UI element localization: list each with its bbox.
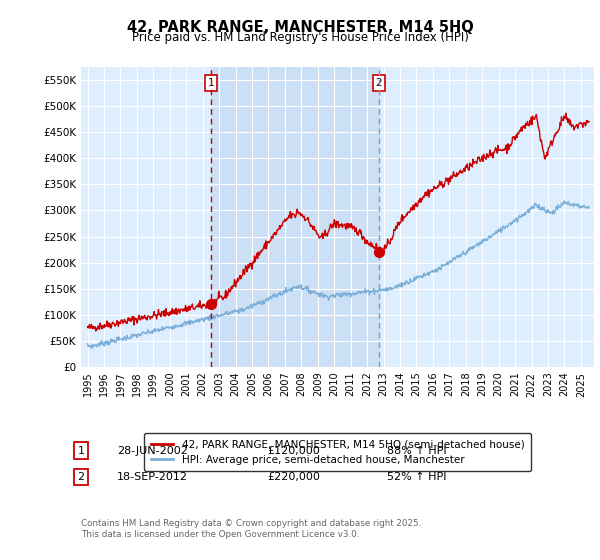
Text: 28-JUN-2002: 28-JUN-2002 — [117, 446, 188, 456]
Bar — [211, 67, 379, 367]
Text: 1: 1 — [77, 446, 85, 456]
Text: 18-SEP-2012: 18-SEP-2012 — [117, 472, 188, 482]
Legend: 42, PARK RANGE, MANCHESTER, M14 5HQ (semi-detached house), HPI: Average price, s: 42, PARK RANGE, MANCHESTER, M14 5HQ (sem… — [144, 433, 531, 471]
Text: Price paid vs. HM Land Registry's House Price Index (HPI): Price paid vs. HM Land Registry's House … — [131, 31, 469, 44]
Text: 88% ↑ HPI: 88% ↑ HPI — [387, 446, 446, 456]
Text: 2: 2 — [376, 78, 382, 88]
Text: Contains HM Land Registry data © Crown copyright and database right 2025.
This d: Contains HM Land Registry data © Crown c… — [81, 520, 421, 539]
Text: £120,000: £120,000 — [267, 446, 320, 456]
Text: 52% ↑ HPI: 52% ↑ HPI — [387, 472, 446, 482]
Text: 2: 2 — [77, 472, 85, 482]
Text: 1: 1 — [208, 78, 214, 88]
Text: 42, PARK RANGE, MANCHESTER, M14 5HQ: 42, PARK RANGE, MANCHESTER, M14 5HQ — [127, 20, 473, 35]
Text: £220,000: £220,000 — [267, 472, 320, 482]
